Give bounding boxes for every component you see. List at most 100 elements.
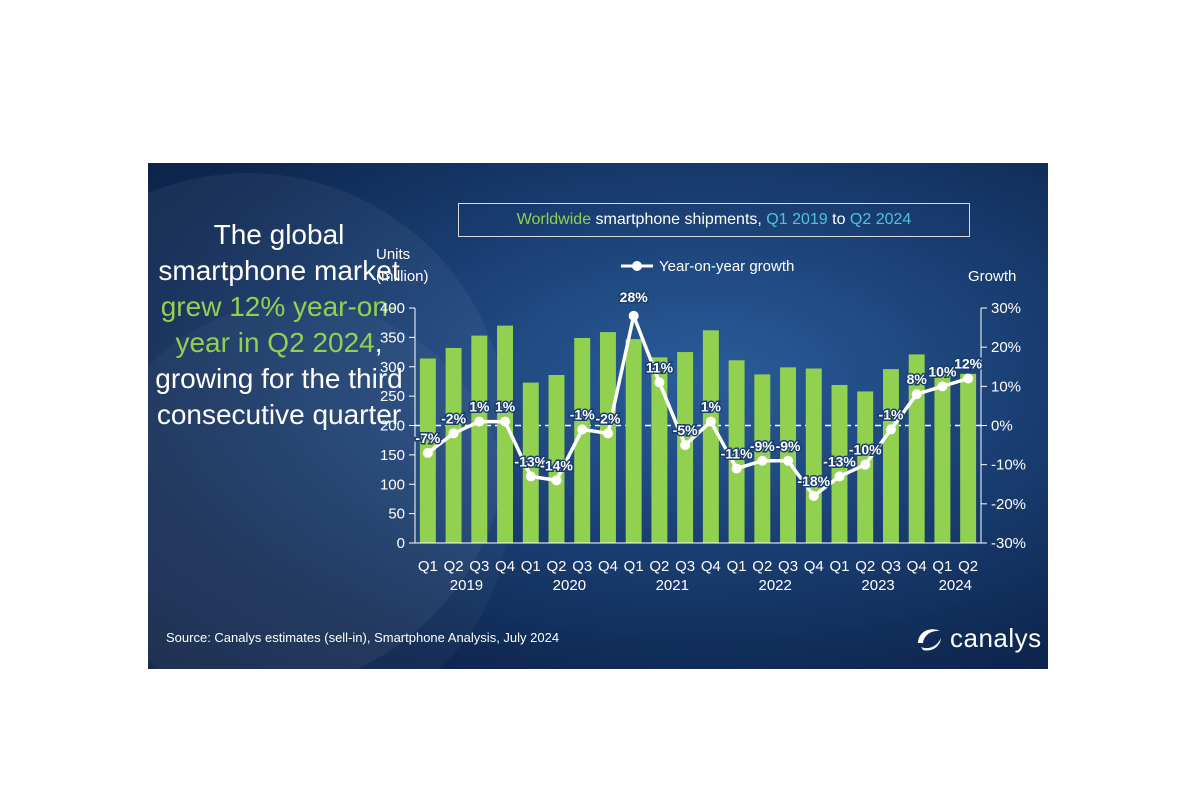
growth-data-label: -1% bbox=[570, 406, 595, 422]
right-axis-tick-label: 10% bbox=[991, 378, 1021, 395]
x-tick-label: Q3 bbox=[778, 558, 798, 575]
x-tick-label: Q2 bbox=[958, 558, 978, 575]
left-axis-tick-label: 200 bbox=[380, 418, 405, 435]
growth-point bbox=[628, 310, 639, 321]
x-tick-label: Q4 bbox=[598, 558, 618, 575]
growth-point bbox=[885, 424, 896, 435]
x-tick-label: Q2 bbox=[855, 558, 875, 575]
growth-point bbox=[757, 455, 768, 466]
bar bbox=[445, 347, 462, 543]
right-axis-tick-label: 20% bbox=[991, 339, 1021, 356]
growth-data-label: 8% bbox=[907, 371, 928, 387]
bar bbox=[497, 325, 514, 543]
growth-point bbox=[680, 440, 691, 451]
growth-point bbox=[551, 475, 562, 486]
growth-data-label: -1% bbox=[879, 406, 904, 422]
headline: The global smartphone market grew 12% ye… bbox=[154, 217, 404, 433]
right-axis-tick-label: -30% bbox=[991, 535, 1026, 552]
left-axis-tick-label: 250 bbox=[380, 388, 405, 405]
growth-data-label: -14% bbox=[540, 457, 573, 473]
infographic-panel: The global smartphone market grew 12% ye… bbox=[148, 163, 1048, 669]
x-year-label: 2023 bbox=[861, 577, 894, 594]
growth-point bbox=[808, 491, 819, 501]
growth-data-label: -5% bbox=[673, 422, 698, 438]
bar bbox=[934, 369, 951, 543]
x-tick-label: Q2 bbox=[546, 558, 566, 575]
growth-data-label: 12% bbox=[954, 356, 983, 372]
growth-data-label: 1% bbox=[701, 399, 722, 415]
growth-data-label: 1% bbox=[495, 399, 516, 415]
growth-point bbox=[500, 416, 511, 427]
growth-point bbox=[422, 447, 433, 458]
left-axis-tick-label: 300 bbox=[380, 359, 405, 376]
legend-marker bbox=[632, 261, 642, 271]
bar bbox=[960, 373, 977, 543]
bar bbox=[702, 330, 719, 543]
canalys-logo-text: canalys bbox=[950, 622, 1042, 653]
chart-title: Worldwide smartphone shipments, Q1 2019 … bbox=[458, 203, 970, 237]
right-axis-tick-label: -20% bbox=[991, 496, 1026, 513]
x-tick-label: Q3 bbox=[881, 558, 901, 575]
source-note: Source: Canalys estimates (sell-in), Sma… bbox=[166, 630, 560, 645]
growth-data-label: -11% bbox=[721, 446, 753, 462]
left-axis-tick-label: 400 bbox=[380, 300, 405, 317]
growth-point bbox=[834, 471, 845, 482]
bar bbox=[625, 339, 642, 543]
x-tick-label: Q4 bbox=[701, 558, 721, 575]
title-worldwide: Worldwide bbox=[516, 211, 592, 228]
canalys-logo-icon bbox=[918, 629, 941, 651]
right-axis-tick-label: 30% bbox=[991, 300, 1021, 317]
x-year-label: 2024 bbox=[939, 577, 972, 594]
x-tick-label: Q1 bbox=[418, 558, 438, 575]
right-axis-title: Growth bbox=[968, 268, 1016, 285]
x-tick-label: Q3 bbox=[469, 558, 489, 575]
growth-point bbox=[705, 416, 716, 427]
x-tick-label: Q4 bbox=[495, 558, 515, 575]
x-tick-label: Q1 bbox=[829, 558, 849, 575]
x-year-label: 2021 bbox=[656, 577, 689, 594]
x-tick-label: Q1 bbox=[521, 558, 541, 575]
growth-line bbox=[426, 314, 969, 498]
bar bbox=[651, 357, 668, 543]
x-tick-label: Q2 bbox=[752, 558, 772, 575]
x-tick-label: Q2 bbox=[444, 558, 464, 575]
growth-data-label: -7% bbox=[415, 430, 440, 446]
x-tick-label: Q1 bbox=[624, 558, 644, 575]
bar bbox=[882, 369, 899, 543]
x-tick-label: Q1 bbox=[727, 558, 747, 575]
growth-point bbox=[602, 428, 613, 439]
bar bbox=[780, 367, 797, 543]
headline-highlight: grew 12% year-on-year in Q2 2024 bbox=[160, 291, 398, 358]
x-tick-label: Q2 bbox=[649, 558, 669, 575]
growth-data-label: 28% bbox=[620, 289, 649, 305]
bar bbox=[471, 335, 488, 543]
canalys-logo: canalys bbox=[914, 621, 1042, 655]
bar bbox=[574, 337, 591, 543]
growth-point bbox=[448, 428, 459, 439]
bar bbox=[548, 374, 565, 543]
left-axis-tick-label: 350 bbox=[380, 329, 405, 346]
left-axis-title: Units bbox=[376, 246, 410, 263]
growth-point bbox=[577, 424, 588, 435]
legend-label: Year-on-year growth bbox=[659, 258, 794, 275]
x-tick-label: Q1 bbox=[932, 558, 952, 575]
growth-point bbox=[654, 377, 665, 388]
growth-point bbox=[937, 381, 948, 392]
right-axis-tick-label: 0% bbox=[991, 418, 1013, 435]
growth-point bbox=[783, 455, 794, 466]
left-axis-tick-label: 0 bbox=[397, 535, 405, 552]
right-axis-tick-label: -10% bbox=[991, 457, 1026, 474]
bar bbox=[522, 382, 539, 543]
growth-data-label: 1% bbox=[469, 399, 490, 415]
growth-point bbox=[911, 389, 922, 400]
growth-data-label: 10% bbox=[928, 363, 957, 379]
headline-text: The global smartphone market bbox=[158, 219, 400, 286]
bar bbox=[728, 360, 745, 543]
growth-data-label: -2% bbox=[441, 410, 466, 426]
title-text: smartphone shipments, bbox=[591, 211, 767, 228]
growth-data-label: -18% bbox=[797, 473, 830, 489]
chart: 0 50 100 150 200 250 300 350 400 -30% -20% -10% 0% 10… bbox=[376, 246, 1026, 594]
bar bbox=[805, 368, 822, 543]
growth-point bbox=[731, 463, 742, 474]
growth-data-label: -9% bbox=[750, 438, 775, 454]
